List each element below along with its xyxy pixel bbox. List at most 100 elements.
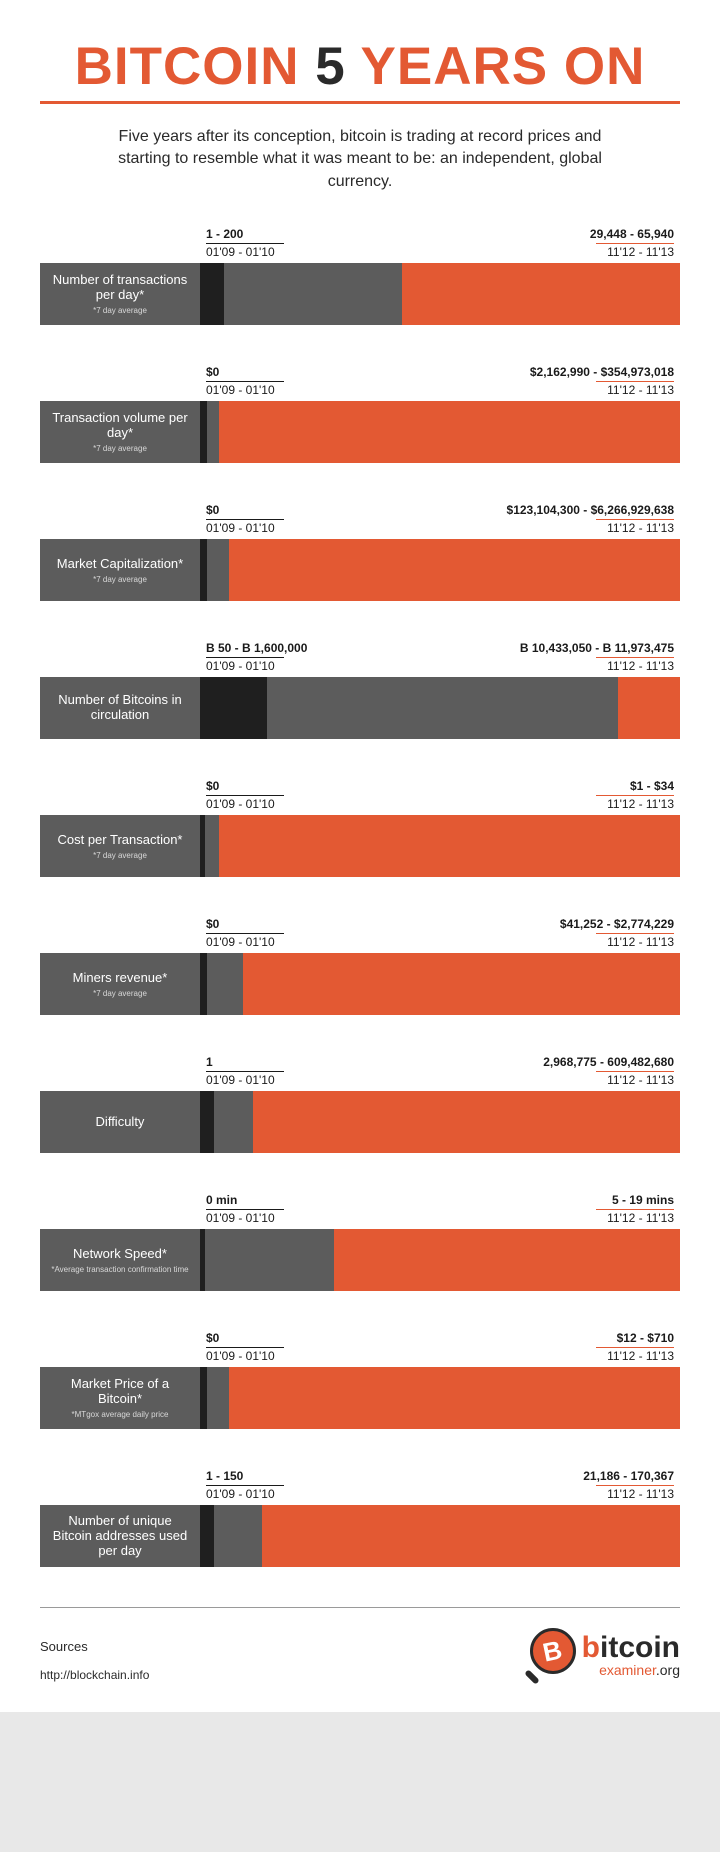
metric-bar bbox=[200, 815, 680, 877]
late-value: $2,162,990 - $354,973,018 bbox=[530, 365, 674, 380]
metric-bar-row: Miners revenue**7 day average bbox=[40, 953, 680, 1015]
metric-note: *7 day average bbox=[93, 306, 147, 315]
metric-bar-row: Network Speed**Average transaction confi… bbox=[40, 1229, 680, 1291]
metric-name-text: Transaction volume per day* bbox=[48, 411, 192, 441]
metric-labels: $001'09 - 01'10 $2,162,990 - $354,973,018… bbox=[200, 365, 680, 401]
late-value: $41,252 - $2,774,229 bbox=[560, 917, 674, 932]
late-value: B 10,433,050 - B 11,973,475 bbox=[520, 641, 674, 656]
metric-note: *MTgox average daily price bbox=[72, 1410, 169, 1419]
brand-b: b bbox=[582, 1631, 600, 1664]
bar-segment bbox=[200, 1505, 214, 1567]
metric-labels: $001'09 - 01'10$41,252 - $2,774,22911'12… bbox=[200, 917, 680, 953]
late-period: 11'12 - 11'13 bbox=[596, 243, 674, 260]
metric-row: 0 min01'09 - 01'105 - 19 mins11'12 - 11'… bbox=[40, 1193, 680, 1291]
early-label: $001'09 - 01'10 bbox=[206, 365, 284, 398]
title-rule bbox=[40, 101, 680, 104]
late-value: 2,968,775 - 609,482,680 bbox=[543, 1055, 674, 1070]
metric-labels: $001'09 - 01'10$12 - $71011'12 - 11'13 bbox=[200, 1331, 680, 1367]
late-label: B 10,433,050 - B 11,973,47511'12 - 11'13 bbox=[520, 641, 674, 674]
early-label: 1 - 15001'09 - 01'10 bbox=[206, 1469, 284, 1502]
late-period: 11'12 - 11'13 bbox=[596, 933, 674, 950]
bar-segment bbox=[200, 1091, 214, 1153]
infographic-page: BITCOIN 5 YEARS ON Five years after its … bbox=[0, 0, 720, 1712]
early-value: $0 bbox=[206, 365, 284, 380]
metrics-list: 1 - 20001'09 - 01'1029,448 - 65,94011'12… bbox=[40, 227, 680, 1567]
brand-ext: .org bbox=[656, 1662, 680, 1678]
metric-bar-row: Transaction volume per day**7 day averag… bbox=[40, 401, 680, 463]
late-label: 21,186 - 170,36711'12 - 11'13 bbox=[583, 1469, 674, 1502]
early-period: 01'09 - 01'10 bbox=[206, 1071, 284, 1088]
metric-name: Number of unique Bitcoin addresses used … bbox=[40, 1505, 200, 1567]
late-period: 11'12 - 11'13 bbox=[596, 1485, 674, 1502]
late-value: 5 - 19 mins bbox=[596, 1193, 674, 1208]
late-label: 29,448 - 65,94011'12 - 11'13 bbox=[590, 227, 674, 260]
metric-bar-row: Number of unique Bitcoin addresses used … bbox=[40, 1505, 680, 1567]
metric-bar bbox=[200, 263, 680, 325]
metric-row: B 50 - B 1,600,00001'09 - 01'10 B 10,433,… bbox=[40, 641, 680, 739]
bar-segment bbox=[200, 1367, 207, 1429]
late-label: $1 - $3411'12 - 11'13 bbox=[596, 779, 674, 812]
footer-rule bbox=[40, 1607, 680, 1608]
sources-url: http://blockchain.info bbox=[40, 1668, 149, 1682]
metric-name-text: Market Capitalization* bbox=[57, 557, 183, 572]
early-value: 1 - 200 bbox=[206, 227, 284, 242]
metric-labels: 1 - 20001'09 - 01'1029,448 - 65,94011'12… bbox=[200, 227, 680, 263]
late-value: $12 - $710 bbox=[596, 1331, 674, 1346]
metric-bar-row: Number of transactions per day**7 day av… bbox=[40, 263, 680, 325]
metric-name: Miners revenue**7 day average bbox=[40, 953, 200, 1015]
late-label: 2,968,775 - 609,482,68011'12 - 11'13 bbox=[543, 1055, 674, 1088]
early-period: 01'09 - 01'10 bbox=[206, 1485, 284, 1502]
metric-bar-row: Difficulty bbox=[40, 1091, 680, 1153]
early-label: $001'09 - 01'10 bbox=[206, 1331, 284, 1364]
early-period: 01'09 - 01'10 bbox=[206, 381, 284, 398]
sources-title: Sources bbox=[40, 1639, 149, 1654]
bar-segment bbox=[200, 953, 207, 1015]
bar-segment bbox=[214, 1505, 262, 1567]
metric-name-text: Market Price of a Bitcoin* bbox=[48, 1377, 192, 1407]
early-period: 01'09 - 01'10 bbox=[206, 657, 284, 674]
magnifier-bitcoin-icon: B bbox=[522, 1628, 576, 1682]
brand-rest: itcoin bbox=[600, 1631, 680, 1664]
bar-segment bbox=[229, 539, 680, 601]
metric-bar bbox=[200, 1091, 680, 1153]
late-period: 11'12 - 11'13 bbox=[596, 519, 674, 536]
bar-segment bbox=[334, 1229, 680, 1291]
bar-segment bbox=[402, 263, 680, 325]
metric-row: 1 - 20001'09 - 01'1029,448 - 65,94011'12… bbox=[40, 227, 680, 325]
metric-name: Difficulty bbox=[40, 1091, 200, 1153]
early-value: B 50 - B 1,600,000 bbox=[206, 641, 307, 656]
late-value: 29,448 - 65,940 bbox=[590, 227, 674, 242]
metric-name: Transaction volume per day**7 day averag… bbox=[40, 401, 200, 463]
early-value: $0 bbox=[206, 779, 284, 794]
bar-segment bbox=[207, 401, 219, 463]
metric-name: Market Capitalization**7 day average bbox=[40, 539, 200, 601]
metric-name-text: Number of unique Bitcoin addresses used … bbox=[48, 1514, 192, 1559]
early-value: 1 bbox=[206, 1055, 284, 1070]
early-label: $001'09 - 01'10 bbox=[206, 779, 284, 812]
early-value: $0 bbox=[206, 917, 284, 932]
title-word-1: BITCOIN bbox=[75, 37, 300, 96]
bar-segment bbox=[253, 1091, 680, 1153]
metric-bar bbox=[200, 539, 680, 601]
metric-labels: 1 - 15001'09 - 01'10 21,186 - 170,36711'1… bbox=[200, 1469, 680, 1505]
early-period: 01'09 - 01'10 bbox=[206, 1209, 284, 1226]
metric-name: Market Price of a Bitcoin* *MTgox average… bbox=[40, 1367, 200, 1429]
early-value: 1 - 150 bbox=[206, 1469, 284, 1484]
early-period: 01'09 - 01'10 bbox=[206, 519, 284, 536]
early-value: 0 min bbox=[206, 1193, 284, 1208]
metric-bar-row: Number of Bitcoins in circulation bbox=[40, 677, 680, 739]
bar-segment bbox=[224, 263, 402, 325]
bar-segment bbox=[267, 677, 617, 739]
footer: Sources http://blockchain.info B bitcoin… bbox=[40, 1628, 680, 1682]
metric-row: 101'09 - 01'10 2,968,775 - 609,482,68011'… bbox=[40, 1055, 680, 1153]
bar-segment bbox=[262, 1505, 680, 1567]
title-word-2: 5 bbox=[315, 37, 345, 96]
bar-segment bbox=[219, 815, 680, 877]
early-period: 01'09 - 01'10 bbox=[206, 1347, 284, 1364]
metric-bar-row: Market Price of a Bitcoin* *MTgox average… bbox=[40, 1367, 680, 1429]
bar-segment bbox=[207, 1367, 229, 1429]
late-value: $1 - $34 bbox=[596, 779, 674, 794]
early-value: $0 bbox=[206, 503, 284, 518]
page-title: BITCOIN 5 YEARS ON bbox=[40, 40, 680, 93]
metric-row: $001'09 - 01'10$123,104,300 - $6,266,929… bbox=[40, 503, 680, 601]
